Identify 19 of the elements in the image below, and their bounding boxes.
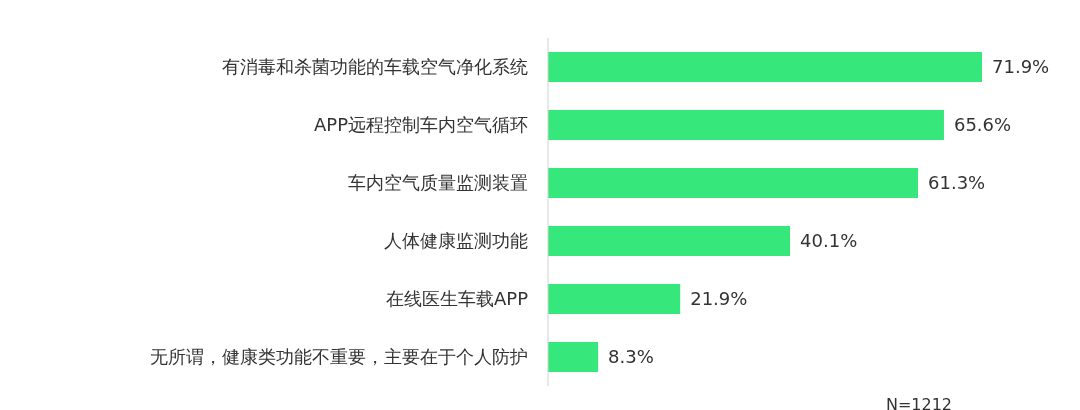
y-tick-label: 人体健康监测功能 bbox=[384, 230, 528, 252]
bar bbox=[548, 52, 982, 82]
y-tick-label: 车内空气质量监测装置 bbox=[348, 172, 528, 194]
data-label: 65.6% bbox=[953, 114, 1012, 136]
data-label: 8.3% bbox=[608, 346, 654, 368]
data-label: 40.1% bbox=[800, 230, 858, 252]
bar bbox=[548, 226, 791, 256]
bar bbox=[548, 284, 681, 314]
text: N=1212 bbox=[885, 395, 952, 410]
data-label: 71.9% bbox=[992, 56, 1050, 78]
bar bbox=[548, 168, 919, 198]
data-label: 61.3% bbox=[928, 172, 986, 194]
y-tick-label: 无所谓，健康类功能不重要，主要在于个人防护 bbox=[150, 346, 528, 368]
y-tick-label: 在线医生车载APP bbox=[385, 288, 529, 310]
bar bbox=[548, 110, 944, 140]
data-label: 21.9% bbox=[690, 288, 748, 310]
bar bbox=[548, 342, 599, 372]
y-tick-label: APP远程控制车内空气循环 bbox=[313, 114, 528, 136]
y-tick-label: 有消毒和杀菌功能的车载空气净化系统 bbox=[222, 56, 528, 78]
